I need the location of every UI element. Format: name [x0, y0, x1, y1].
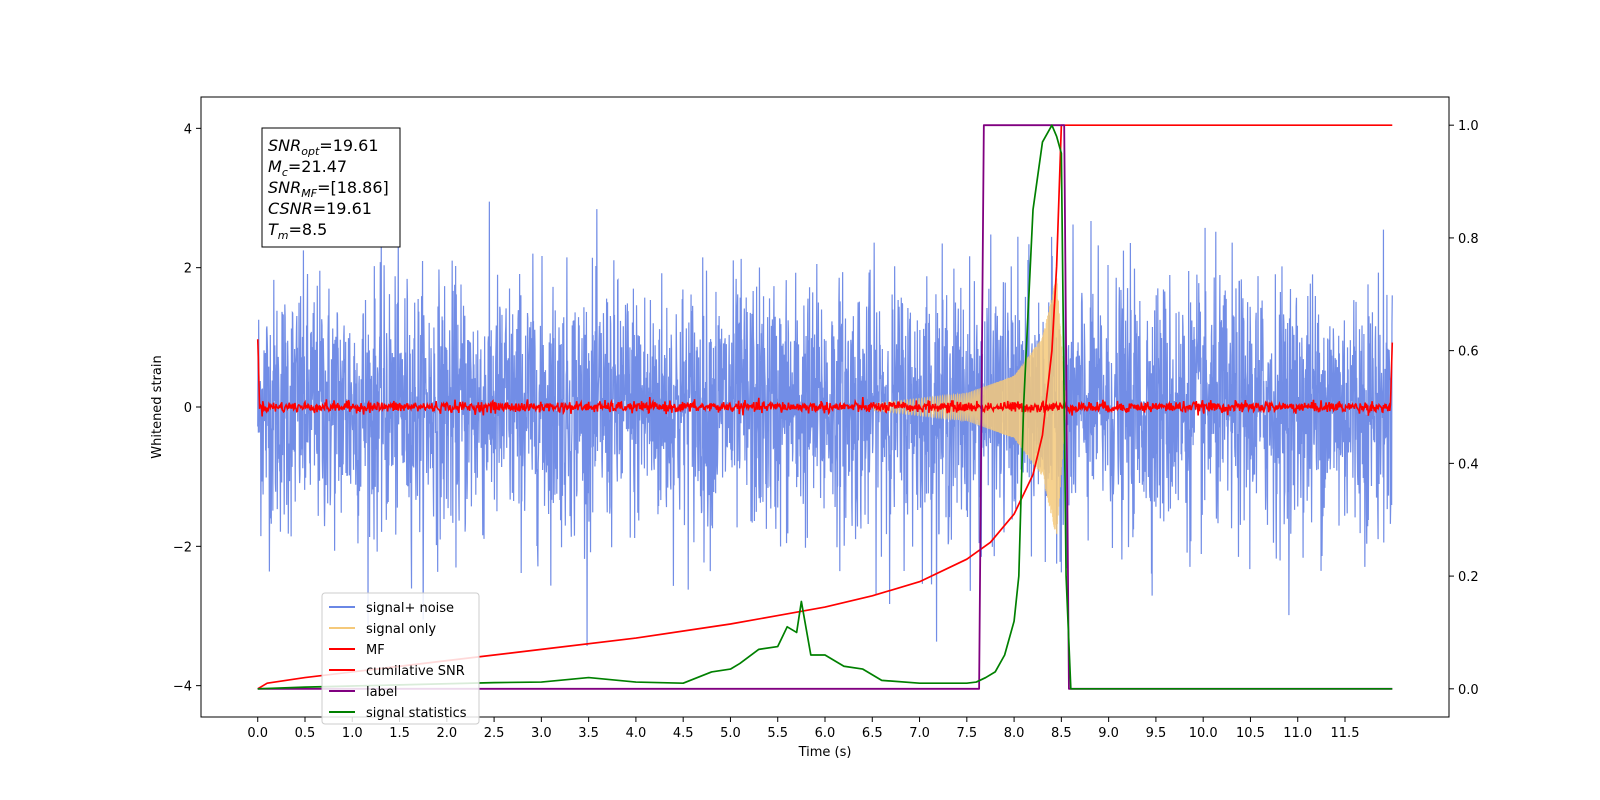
x-tick-label: 5.5 [767, 726, 788, 741]
y-axis-right: 0.0 0.2 0.4 0.6 0.8 1.0 [1449, 119, 1479, 698]
x-tick-label: 4.0 [626, 726, 647, 741]
x-tick-label: 11.0 [1283, 726, 1312, 741]
info-box-frame [261, 127, 401, 248]
x-tick-label: 1.0 [342, 726, 363, 741]
x-tick-label: 3.5 [578, 726, 599, 741]
x-tick-label: 0.0 [247, 726, 268, 741]
legend: signal+ noise signal only MF cumilative SNR… [321, 592, 480, 725]
x-tick-label: 11.5 [1331, 726, 1360, 741]
series-signal-statistics [257, 124, 1393, 690]
x-tick-label: 0.5 [295, 726, 316, 741]
y2-tick-label: 0.8 [1458, 232, 1479, 247]
x-tick-label: 2.5 [484, 726, 505, 741]
x-tick-label: 6.5 [862, 726, 883, 741]
x-tick-label: 8.5 [1051, 726, 1072, 741]
y2-tick-label: 0.0 [1458, 683, 1479, 698]
series-signal-only [871, 278, 1067, 535]
y2-tick-label: 0.2 [1458, 570, 1479, 585]
info-line: SNRopt=19.61 [268, 136, 379, 158]
y-tick-label: 4 [184, 122, 192, 137]
info-line: CSNR=19.61 [268, 199, 372, 218]
legend-entry: cumilative SNR [366, 664, 465, 679]
x-axis-label: Time (s) [798, 745, 852, 760]
x-tick-label: 1.5 [389, 726, 410, 741]
legend-entry: signal only [366, 622, 436, 637]
x-axis: 0.0 0.5 1.0 1.5 2.0 2.5 3.0 3.5 4.0 4.5 5.0 5.5 6.0 6… [247, 717, 1359, 741]
y-tick-label: 0 [184, 401, 192, 416]
x-tick-label: 9.0 [1098, 726, 1119, 741]
x-tick-label: 4.5 [673, 726, 694, 741]
x-tick-label: 6.0 [815, 726, 836, 741]
x-tick-label: 10.5 [1236, 726, 1265, 741]
x-tick-label: 7.5 [956, 726, 977, 741]
y-axis-label: Whitened strain [150, 355, 165, 458]
info-line: SNRMF=[18.86] [268, 178, 389, 200]
x-tick-label: 3.0 [531, 726, 552, 741]
y-axis-left: −4 −2 0 2 4 [173, 122, 201, 695]
x-tick-label: 2.0 [436, 726, 457, 741]
y2-tick-label: 1.0 [1458, 119, 1479, 134]
series-mf [256, 339, 1394, 417]
y2-tick-label: 0.4 [1458, 457, 1479, 472]
y-tick-label: −4 [173, 680, 192, 695]
y-tick-label: −2 [173, 540, 192, 555]
legend-frame [321, 592, 480, 725]
series-signal-plus-noise [257, 201, 1393, 647]
x-tick-label: 10.0 [1189, 726, 1218, 741]
info-line: Tm=8.5 [268, 220, 327, 242]
x-tick-label: 8.0 [1004, 726, 1025, 741]
info-annotation-box: SNRopt=19.61Mc=21.47SNRMF=[18.86]CSNR=19… [261, 127, 401, 248]
info-line: Mc=21.47 [268, 157, 347, 179]
legend-entry: signal statistics [366, 706, 467, 721]
y-tick-label: 2 [184, 262, 192, 277]
y2-tick-label: 0.6 [1458, 345, 1479, 360]
legend-entry: MF [366, 643, 385, 658]
legend-entry: signal+ noise [366, 601, 454, 616]
legend-entry: label [366, 685, 397, 700]
x-tick-label: 5.0 [720, 726, 741, 741]
x-tick-label: 9.5 [1146, 726, 1167, 741]
x-tick-label: 7.0 [909, 726, 930, 741]
